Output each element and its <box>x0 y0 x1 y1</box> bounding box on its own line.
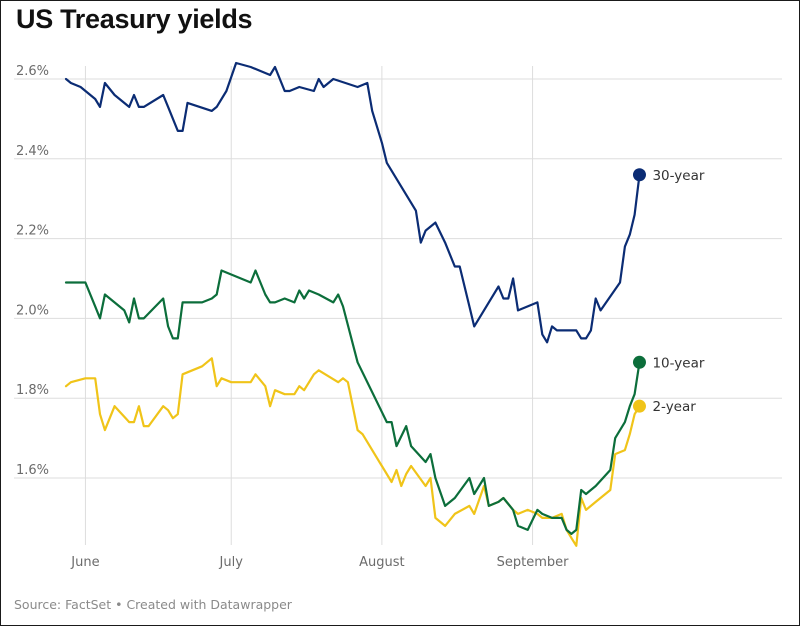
series-end-label-10-year: 10-year <box>652 355 704 371</box>
y-tick-label: 2.2% <box>16 224 49 239</box>
series-line-30-year <box>64 61 641 344</box>
y-tick-label: 2.0% <box>16 303 49 318</box>
y-tick-label: 1.6% <box>16 463 49 478</box>
chart-title: US Treasury yields <box>16 4 253 34</box>
end-dot-10-year <box>632 355 646 369</box>
y-tick-label: 2.4% <box>16 144 49 159</box>
x-tick-label: September <box>497 555 570 570</box>
series-lines <box>64 61 641 547</box>
source-footer: Source: FactSet • Created with Datawrapp… <box>14 597 292 612</box>
y-tick-label: 1.8% <box>16 383 49 398</box>
end-dot-2-year <box>632 399 646 413</box>
x-tick-label: August <box>359 555 405 570</box>
series-line-2-year <box>64 357 641 547</box>
end-dot-30-year <box>632 168 646 182</box>
series-end-label-30-year: 30-year <box>652 168 704 184</box>
x-tick-label: June <box>70 555 99 570</box>
end-markers: 2-year 10-year 30-year <box>632 168 705 415</box>
y-tick-label: 2.6% <box>16 64 49 79</box>
x-tick-label: July <box>219 555 244 570</box>
series-end-label-2-year: 2-year <box>652 399 696 415</box>
